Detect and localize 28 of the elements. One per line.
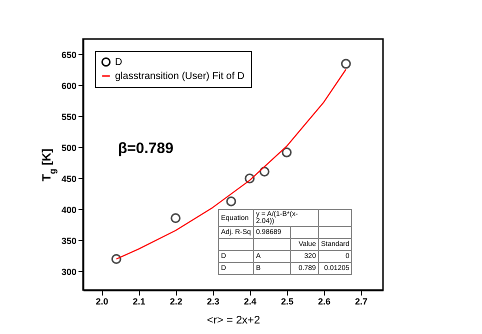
y-tick-label: 500 (61, 142, 76, 153)
x-tick-label: 2.5 (280, 296, 294, 306)
x-axis-title: <r> = 2x+2 (206, 314, 260, 326)
x-tick-label: 2.1 (132, 296, 146, 306)
y-tick-label: 400 (61, 204, 76, 215)
legend-label: D (115, 57, 122, 68)
x-tick-label: 2.4 (244, 296, 256, 306)
point (111, 254, 122, 264)
point (244, 173, 255, 184)
point (226, 196, 236, 206)
y-tick-label: 600 (61, 80, 76, 91)
x-tick-label: 2.7 (355, 296, 368, 306)
x-tick-label: 2.6 (318, 296, 330, 306)
point (170, 213, 181, 224)
x-tick-label: 2.2 (170, 296, 182, 306)
y-tick-label: 650 (61, 50, 76, 60)
y-tick-label: 450 (61, 174, 76, 184)
point (282, 147, 292, 158)
y-tick-label: 300 (61, 266, 76, 277)
y-tick-label: 550 (61, 112, 76, 122)
point (340, 58, 351, 69)
x-tick-label: 2.0 (96, 296, 108, 306)
annotation: β=0.789 (118, 140, 174, 157)
x-tick-label: 2.3 (206, 296, 220, 306)
y-tick-label: 350 (61, 236, 76, 246)
line-series (116, 68, 347, 260)
point (260, 166, 270, 177)
legend-label: glasstransition (User) Fit of D (115, 71, 244, 82)
